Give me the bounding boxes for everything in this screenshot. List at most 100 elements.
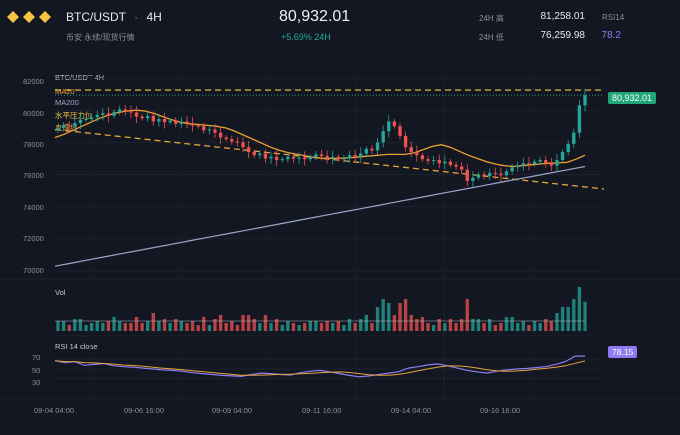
y-tick: 82000 (23, 77, 44, 86)
candle-body (174, 120, 178, 124)
volume-bar (359, 319, 363, 331)
candle-body (544, 160, 548, 164)
volume-bar (89, 323, 94, 331)
legend-resistance[interactable]: 水平压力位 (55, 111, 93, 120)
market-subtitle: 币安 永续/现货行情 (66, 33, 135, 42)
candle-body (213, 129, 217, 133)
volume-bar (246, 315, 251, 331)
candle-body (381, 131, 385, 143)
candle-body (117, 109, 122, 112)
candle-body (123, 109, 127, 111)
candle-body (67, 125, 71, 127)
timeframe-label: 4H (146, 10, 162, 24)
candle-body (549, 163, 554, 166)
volume-bar (151, 313, 155, 331)
volume-bar (179, 321, 184, 331)
candle-body (521, 163, 526, 166)
candle-body (527, 163, 531, 165)
volume-bar (448, 319, 453, 331)
volume-bar (78, 319, 83, 331)
candle-body (308, 156, 312, 160)
candle-body (224, 137, 228, 140)
volume-bar (123, 323, 127, 331)
candle-body (269, 156, 273, 159)
volume-bar (482, 323, 486, 331)
x-tick: 09-04 04:00 (34, 406, 75, 415)
volume-bar (297, 325, 301, 331)
candle-body (364, 148, 369, 154)
candle-body (196, 125, 200, 127)
diamond-logo-icon (7, 11, 51, 23)
volume-bar (459, 319, 464, 331)
candle-body (566, 143, 570, 152)
candle-body (230, 139, 234, 142)
volume-bar (263, 315, 268, 331)
rsi-tick: 70 (32, 353, 41, 362)
volume-bar (308, 321, 312, 331)
candle-body (342, 158, 346, 160)
volume-bar (162, 319, 167, 331)
candle-body (235, 141, 240, 143)
x-tick: 09-11 16:00 (302, 406, 342, 415)
volume-bar (544, 319, 548, 331)
legend-ma200[interactable]: MA200 (55, 98, 79, 107)
candle-body (129, 110, 133, 113)
candle-body (572, 132, 576, 144)
candle-body (162, 119, 167, 123)
volume-bar (499, 323, 503, 331)
volume-bar (73, 319, 77, 331)
candle-body (426, 159, 430, 161)
volume-bar (84, 325, 88, 331)
volume-bar (476, 319, 481, 331)
volume-bar (398, 303, 402, 331)
volume-bar (325, 321, 329, 331)
volume-bar (538, 323, 542, 331)
ma200-line (54, 165, 586, 267)
candle-body (246, 147, 251, 152)
legend-ma20[interactable]: MA20 (55, 87, 75, 96)
volume-bar (291, 323, 296, 331)
volume-bar (560, 307, 565, 331)
volume-bar (274, 319, 279, 331)
candle-body (398, 126, 402, 136)
volume-bar (140, 323, 144, 331)
volume-bar (146, 321, 150, 331)
rsi-ma-line (54, 360, 586, 376)
rsi-value: 78.2 (601, 30, 621, 41)
volume-bar (331, 323, 335, 331)
y-tick: 76000 (23, 171, 44, 180)
support-line (54, 128, 605, 190)
volume-bar (504, 317, 509, 331)
rsi-panel-title: RSI 14 close (55, 342, 98, 351)
pair-name: BTC/USDT (66, 10, 126, 24)
y-tick: 78000 (23, 140, 44, 149)
volume-bar (549, 321, 554, 331)
candle-body (448, 161, 453, 165)
candle-body (95, 114, 99, 118)
rsi-line (54, 355, 585, 378)
volume-bar (375, 307, 380, 331)
volume-bar (302, 323, 307, 331)
volume-bar (527, 325, 531, 331)
legend-support[interactable]: 支撑线 (55, 123, 78, 132)
candle-body (577, 105, 582, 133)
candle-body (314, 154, 318, 157)
candle-body (89, 117, 94, 120)
candle-body (415, 151, 419, 156)
volume-bar (67, 325, 71, 331)
chart-header: BTC/USDT · 4H 币安 永续/现货行情 80,932.01 +5.69… (0, 0, 680, 62)
volume-bar (314, 321, 318, 331)
volume-bar (510, 317, 514, 331)
candle-body (218, 132, 223, 138)
candle-body (465, 169, 469, 181)
candle-body (112, 111, 116, 116)
volume-bar (174, 319, 178, 331)
volume-bar (577, 287, 582, 331)
candle-body (106, 113, 111, 116)
candle-body (560, 151, 565, 161)
candle-body (140, 116, 144, 119)
volume-bar (202, 317, 206, 331)
volume-bar (207, 325, 212, 331)
symbol-title[interactable]: BTC/USDT · 4H (66, 10, 162, 24)
